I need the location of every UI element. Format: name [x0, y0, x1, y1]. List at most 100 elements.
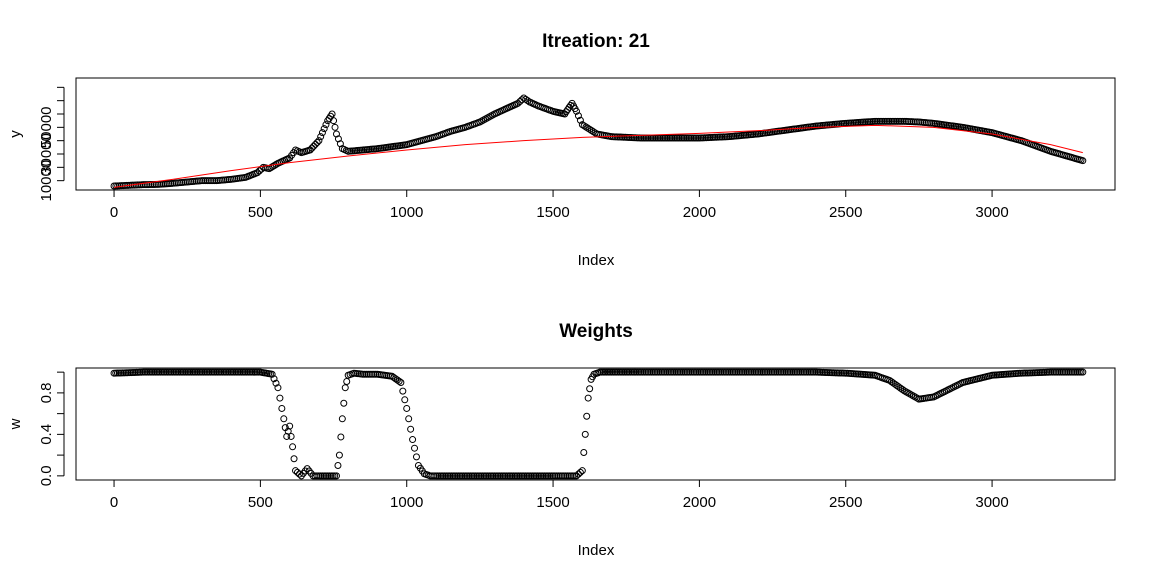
data-point: [290, 455, 298, 463]
data-point: [274, 384, 282, 392]
data-point: [574, 470, 582, 478]
data-point: [317, 133, 325, 141]
data-point: [364, 370, 372, 378]
data-point: [255, 167, 263, 175]
data-point: [332, 472, 340, 480]
data-point: [576, 468, 584, 476]
data-point: [203, 177, 211, 185]
data-point: [331, 123, 339, 131]
data-point: [320, 125, 328, 133]
data-point: [1079, 368, 1087, 376]
iteration-panel: Itreation: 21 Index y 0 500 1000 1500 2000 25…: [7, 31, 1116, 269]
weights-title: Weights: [559, 321, 633, 342]
data-point: [586, 385, 594, 393]
data-point: [572, 472, 580, 480]
data-point: [580, 449, 588, 457]
x-tick-label: 2000: [683, 204, 716, 221]
weights-panel: Weights Index w 0 500 1000 1500 2000 2500 3000…: [7, 321, 1116, 559]
data-point: [253, 169, 261, 177]
weights-y-axis-label: w: [7, 418, 24, 430]
data-point: [366, 370, 374, 378]
data-point: [401, 396, 409, 404]
data-point: [524, 97, 532, 105]
x-tick-label: 3000: [975, 204, 1008, 221]
data-point: [553, 472, 561, 480]
data-point: [205, 177, 213, 185]
data-point: [280, 415, 288, 423]
iteration-x-axis-label: Index: [578, 252, 615, 269]
data-point: [362, 370, 370, 378]
data-point: [211, 177, 219, 185]
x-tick-label: 2500: [829, 204, 862, 221]
data-point: [572, 107, 580, 115]
data-point: [334, 461, 342, 469]
data-point: [268, 370, 276, 378]
iteration-title: Itreation: 21: [542, 31, 650, 52]
data-point: [198, 177, 206, 185]
data-point: [368, 370, 376, 378]
data-point: [269, 163, 277, 171]
data-point: [898, 386, 906, 394]
data-point: [267, 164, 275, 172]
data-point: [397, 379, 405, 387]
data-point: [306, 146, 314, 154]
x-tick-label: 2000: [683, 494, 716, 511]
y-tick-label: 30000: [38, 133, 55, 175]
data-point: [313, 472, 321, 480]
data-point: [292, 467, 300, 475]
y-tick-label: 10000: [38, 160, 55, 202]
weights-series: [110, 368, 1087, 480]
data-point: [289, 443, 297, 451]
data-point: [403, 404, 411, 412]
data-point: [315, 137, 323, 145]
data-point: [405, 415, 413, 423]
x-tick-label: 1000: [390, 494, 423, 511]
data-point: [335, 451, 343, 459]
x-tick-label: 500: [248, 204, 273, 221]
data-point: [1079, 157, 1087, 165]
data-point: [571, 472, 579, 480]
data-point: [276, 394, 284, 402]
data-point: [582, 123, 590, 131]
data-point: [516, 98, 524, 106]
x-tick-label: 0: [110, 204, 118, 221]
data-point: [361, 370, 369, 378]
x-tick-label: 1500: [536, 494, 569, 511]
data-point: [584, 394, 592, 402]
data-point: [330, 117, 338, 125]
data-point: [328, 110, 336, 118]
data-point: [318, 129, 326, 137]
y-tick-label: 0.0: [38, 465, 55, 486]
x-tick-label: 1000: [390, 204, 423, 221]
y-tick-label: 0.8: [38, 382, 55, 403]
data-point: [287, 432, 295, 440]
weights-x-axis-label: Index: [578, 542, 615, 559]
data-point: [578, 467, 586, 475]
data-point: [270, 375, 278, 383]
data-point: [567, 101, 575, 109]
data-point: [278, 404, 286, 412]
data-point: [578, 121, 586, 129]
data-point: [581, 430, 589, 438]
data-point: [430, 472, 438, 480]
data-point: [207, 177, 215, 185]
data-point: [313, 139, 321, 147]
data-point: [295, 470, 303, 478]
data-point: [395, 377, 403, 385]
data-point: [580, 122, 588, 130]
x-tick-label: 0: [110, 494, 118, 511]
data-point: [359, 370, 367, 378]
data-point: [340, 399, 348, 407]
data-point: [286, 422, 294, 430]
weights-y-axis: 0.0 0.4 0.8: [38, 371, 65, 486]
data-point: [209, 177, 217, 185]
data-point: [343, 377, 351, 385]
data-point: [272, 379, 280, 387]
data-point: [584, 124, 592, 132]
data-point: [370, 370, 378, 378]
y-tick-label: 50000: [38, 106, 55, 148]
data-point: [283, 432, 291, 440]
data-point: [200, 177, 208, 185]
data-point: [399, 387, 407, 395]
